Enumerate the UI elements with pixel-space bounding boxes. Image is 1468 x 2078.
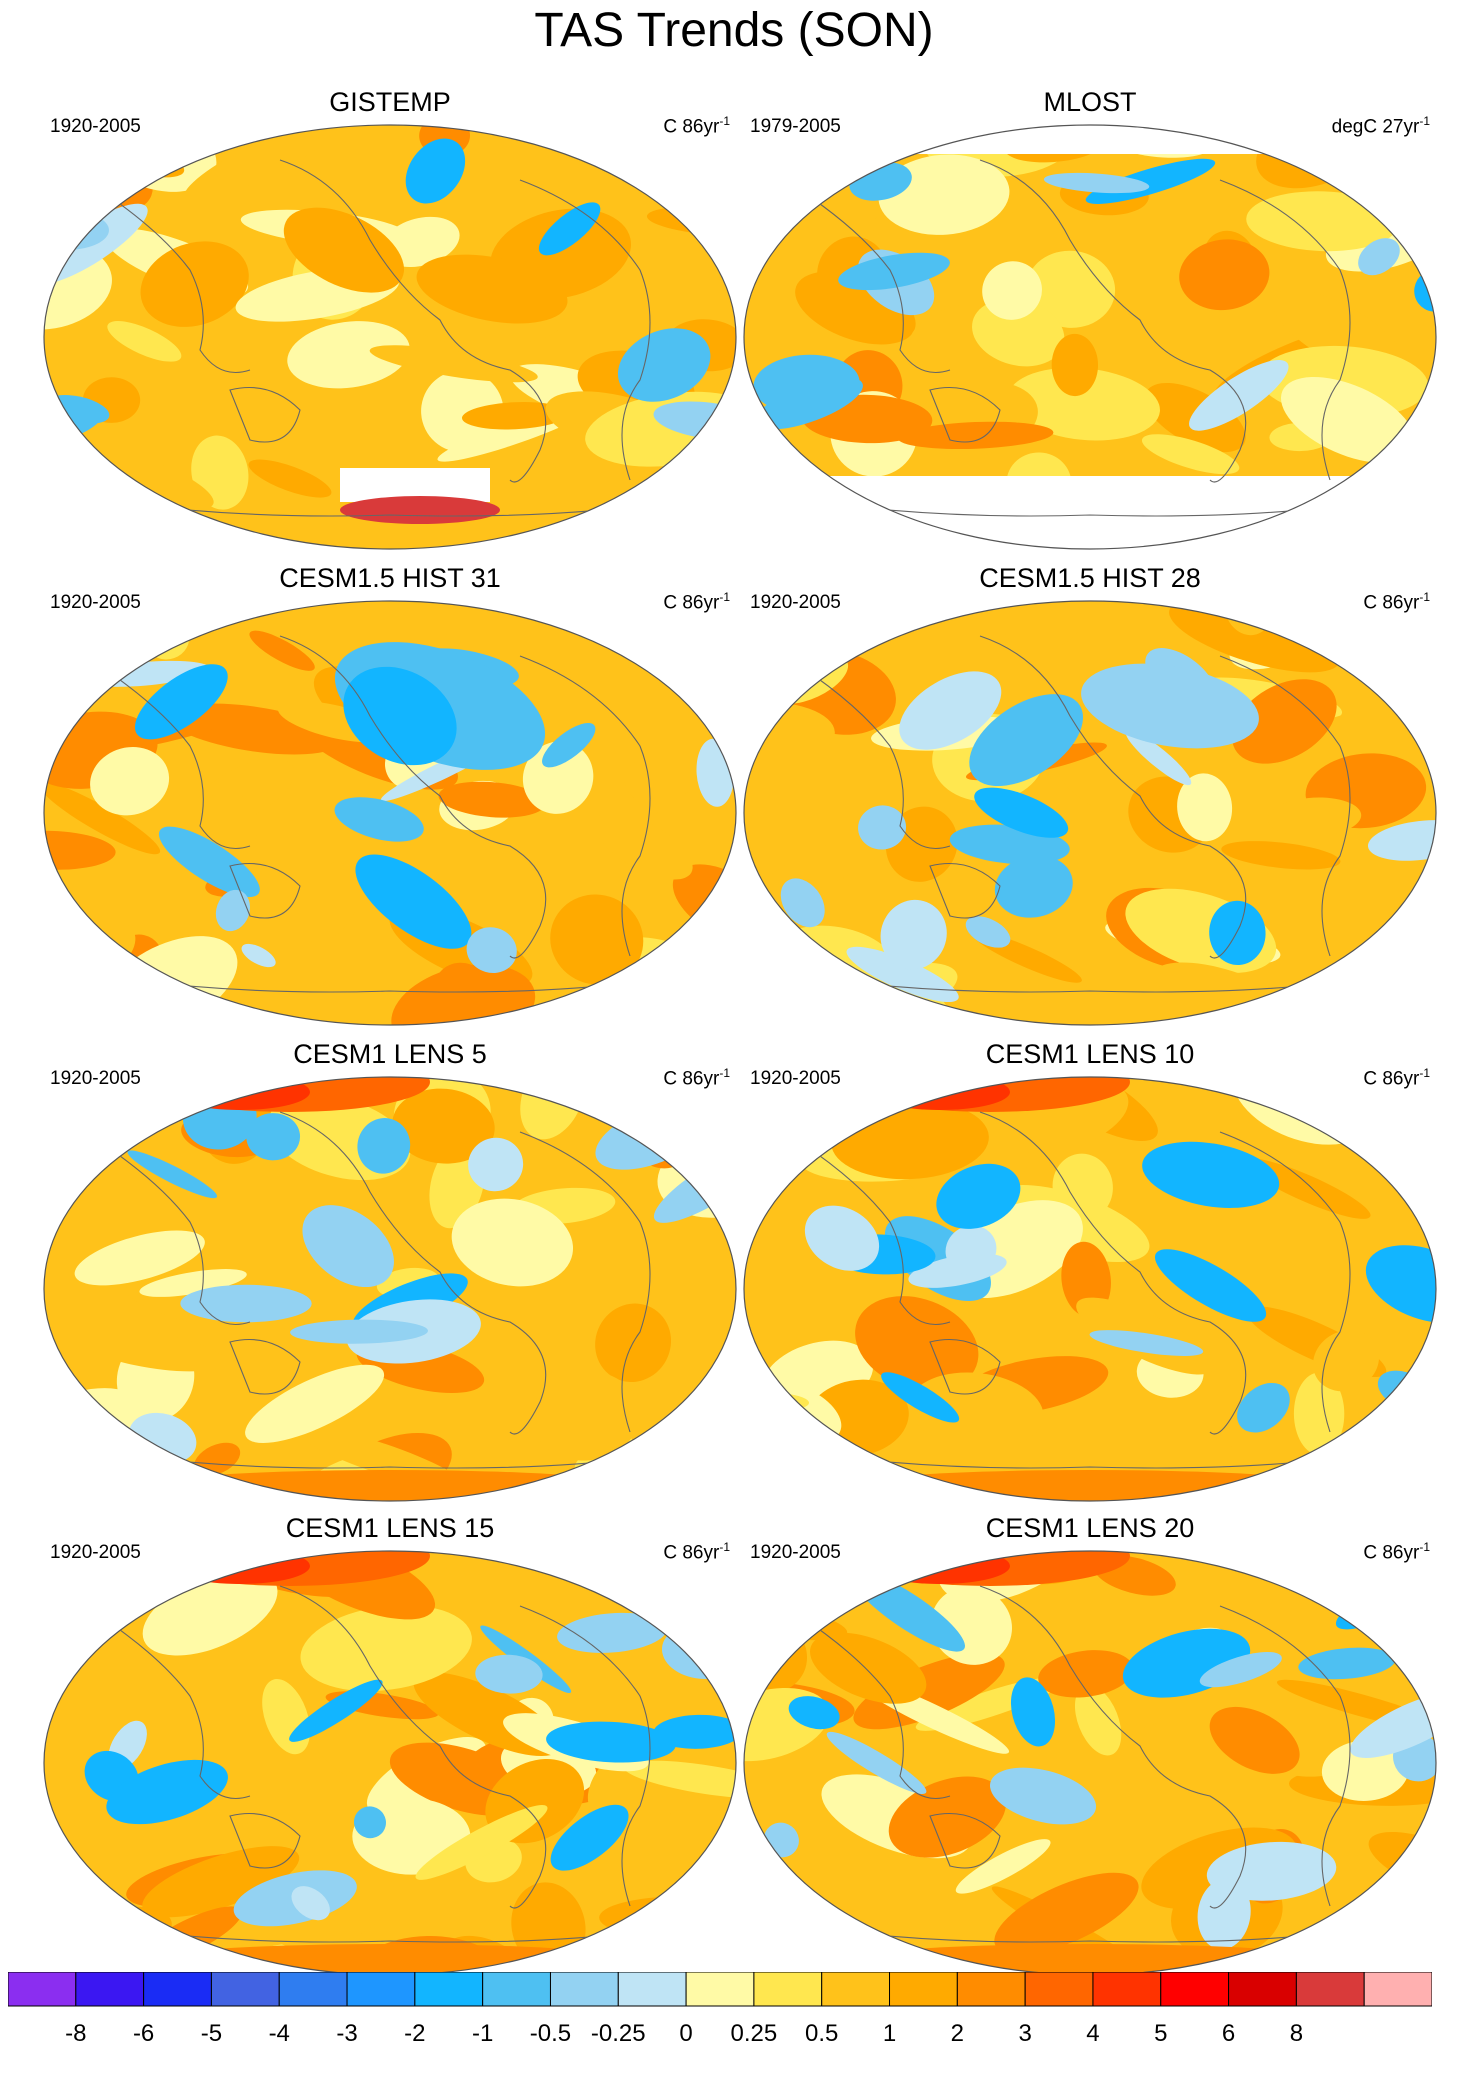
colorbar-swatch xyxy=(1363,1972,1432,2007)
colorbar-tick-label: -0.5 xyxy=(529,2020,572,2047)
period-label: 1920-2005 xyxy=(50,592,141,613)
units-label: C 86yr-1 xyxy=(663,114,730,138)
globe-map xyxy=(743,124,1437,550)
colorbar-tick-label: 1 xyxy=(882,2020,897,2047)
colorbar-tick-label: 4 xyxy=(1086,2020,1100,2047)
colorbar-swatch xyxy=(889,1972,958,2007)
period-label: 1920-2005 xyxy=(750,592,841,613)
map-panel: CESM1 LENS 5 1920-2005 C 86yr-1 xyxy=(40,1038,740,1508)
globe-map xyxy=(743,1076,1437,1502)
colorbar-tick-label: 0 xyxy=(679,2020,693,2047)
colorbar-swatch xyxy=(346,1972,416,2007)
colorbar-swatch xyxy=(685,1972,755,2007)
globe-map xyxy=(43,1550,737,1976)
panel-title: CESM1.5 HIST 31 xyxy=(279,563,501,593)
colorbar-tick-label: -5 xyxy=(200,2020,223,2047)
colorbar-tick-label: 8 xyxy=(1289,2020,1304,2047)
colorbar-swatch xyxy=(75,1972,145,2007)
map-panel: CESM1.5 HIST 28 1920-2005 C 86yr-1 xyxy=(740,562,1440,1032)
colorbar-swatch xyxy=(8,1972,77,2007)
map-panel: GISTEMP 1920-2005 C 86yr-1 xyxy=(40,86,740,556)
colorbar-tick-label: -6 xyxy=(132,2020,155,2047)
colorbar-tick-label: 0.5 xyxy=(805,2020,839,2047)
globe-map xyxy=(43,1076,737,1502)
colorbar-swatch xyxy=(414,1972,484,2007)
colorbar-tick-label: -4 xyxy=(268,2020,290,2047)
colorbar-swatch xyxy=(1024,1972,1094,2007)
figure-title: TAS Trends (SON) xyxy=(534,4,934,57)
globe-map xyxy=(743,600,1437,1026)
period-label: 1920-2005 xyxy=(750,1068,841,1089)
colorbar-tick-label: -8 xyxy=(65,2020,87,2047)
colorbar-tick-label: -1 xyxy=(471,2020,494,2047)
units-label: C 86yr-1 xyxy=(1363,1540,1430,1564)
colorbar-swatch xyxy=(1295,1972,1365,2007)
panel-title: CESM1 LENS 20 xyxy=(985,1513,1195,1543)
colorbar-swatch xyxy=(1228,1972,1297,2007)
colorbar-swatch xyxy=(482,1972,551,2007)
panel-title: GISTEMP xyxy=(329,87,451,117)
units-label: degC 27yr-1 xyxy=(1331,114,1430,138)
units-label: C 86yr-1 xyxy=(1363,1066,1430,1090)
colorbar-swatch xyxy=(210,1972,280,2007)
period-label: 1979-2005 xyxy=(750,116,841,137)
colorbar-tick-label: -3 xyxy=(336,2020,358,2047)
period-label: 1920-2005 xyxy=(50,1542,141,1563)
panel-title: CESM1 LENS 5 xyxy=(293,1039,487,1069)
colorbar-tick-label: 2 xyxy=(950,2020,964,2047)
colorbar-tick-label: 3 xyxy=(1018,2020,1032,2047)
colorbar xyxy=(8,1972,1432,2007)
colorbar-swatch xyxy=(1160,1972,1230,2007)
map-panel: MLOST 1979-2005 degC 27yr-1 xyxy=(740,86,1440,556)
map-panel: CESM1 LENS 15 1920-2005 C 86yr-1 xyxy=(40,1512,740,1982)
units-label: C 86yr-1 xyxy=(1363,590,1430,614)
colorbar-swatch xyxy=(143,1972,212,2007)
map-panel: CESM1 LENS 10 1920-2005 C 86yr-1 xyxy=(740,1038,1440,1508)
panel-title: CESM1.5 HIST 28 xyxy=(979,563,1201,593)
globe-map xyxy=(43,124,737,550)
colorbar-swatch xyxy=(278,1972,348,2007)
colorbar-swatch xyxy=(549,1972,619,2007)
map-panel: CESM1.5 HIST 31 1920-2005 C 86yr-1 xyxy=(40,562,740,1032)
globe-map xyxy=(743,1550,1437,1976)
colorbar-swatch xyxy=(956,1972,1026,2007)
colorbar-tick-label: -0.25 xyxy=(590,2020,646,2047)
colorbar-swatch xyxy=(753,1972,823,2007)
colorbar-swatch xyxy=(1092,1972,1162,2007)
panel-title: CESM1 LENS 10 xyxy=(985,1039,1195,1069)
units-label: C 86yr-1 xyxy=(663,1540,730,1564)
panel-title: MLOST xyxy=(1043,87,1137,117)
colorbar-tick-label: 5 xyxy=(1154,2020,1168,2047)
colorbar-tick-label: -2 xyxy=(404,2020,426,2047)
panel-title: CESM1 LENS 15 xyxy=(285,1513,495,1543)
period-label: 1920-2005 xyxy=(50,1068,141,1089)
period-label: 1920-2005 xyxy=(50,116,141,137)
period-label: 1920-2005 xyxy=(750,1542,841,1563)
colorbar-swatch xyxy=(617,1972,687,2007)
units-label: C 86yr-1 xyxy=(663,1066,730,1090)
colorbar-swatch xyxy=(821,1972,891,2007)
globe-map xyxy=(43,600,737,1026)
units-label: C 86yr-1 xyxy=(663,590,730,614)
colorbar-tick-label: 0.25 xyxy=(730,2020,778,2047)
colorbar-tick-label: 6 xyxy=(1221,2020,1236,2047)
map-panel: CESM1 LENS 20 1920-2005 C 86yr-1 xyxy=(740,1512,1440,1982)
